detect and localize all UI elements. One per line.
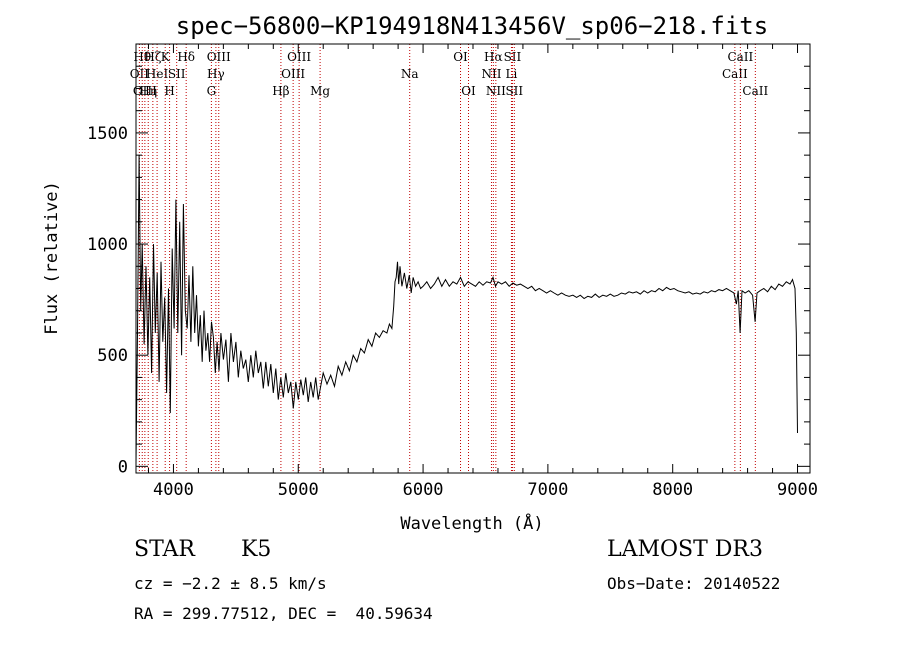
marker-label-17: Na xyxy=(401,67,419,81)
plot-frame xyxy=(135,43,811,474)
marker-label-7: H xyxy=(164,84,174,98)
series-layer xyxy=(135,155,798,465)
marker-label-27: CaII xyxy=(727,50,753,64)
chart-title: spec−56800−KP194918N413456V_sp06−218.fit… xyxy=(176,12,768,40)
marker-label-6: K xyxy=(161,50,171,64)
survey-label: LAMOST DR3 xyxy=(607,537,763,562)
x-tick-label-1: 5000 xyxy=(278,480,319,500)
marker-label-10: G xyxy=(207,84,217,98)
marker-label-16: Mg xyxy=(310,84,330,98)
marker-label-1: Hθ xyxy=(133,50,151,64)
object-class: STAR xyxy=(134,537,195,562)
marker-label-25: SII xyxy=(505,84,523,98)
marker-label-15: OIII xyxy=(287,50,311,64)
x-tick-label-2: 6000 xyxy=(403,480,444,500)
x-tick-label-0: 4000 xyxy=(153,480,194,500)
marker-label-20: NII xyxy=(481,67,501,81)
y-axis-label: Flux (relative) xyxy=(42,181,62,335)
y-tick-label-0: 0 xyxy=(118,457,128,477)
spectrum-line-0 xyxy=(135,155,798,465)
marker-label-3: Hη xyxy=(139,84,157,98)
marker-label-21: Hα xyxy=(484,50,503,64)
marker-label-8: SII xyxy=(168,67,186,81)
marker-label-23: Li xyxy=(506,67,518,81)
y-tick-label-3: 1500 xyxy=(87,124,128,144)
x-tick-label-4: 8000 xyxy=(652,480,693,500)
marker-label-9: Hδ xyxy=(177,50,195,64)
marker-label-19: OI xyxy=(461,84,476,98)
marker-label-4: Hζ xyxy=(144,50,161,64)
y-tick-label-1: 500 xyxy=(97,346,128,366)
y-tick-label-2: 1000 xyxy=(87,235,128,255)
marker-label-11: Hγ xyxy=(207,67,225,81)
axes: 4000 5000 6000 7000 8000 9000 0 500 1000 1500 xyxy=(87,43,818,500)
marker-label-12: OIII xyxy=(207,50,231,64)
x-tick-label-3: 7000 xyxy=(527,480,568,500)
object-subclass: K5 xyxy=(241,537,272,562)
marker-label-24: SII xyxy=(504,50,522,64)
marker-label-22: NII xyxy=(486,84,506,98)
coordinates: RA = 299.77512, DEC = 40.59634 xyxy=(134,604,433,623)
marker-label-5: HeI xyxy=(146,67,169,81)
obs-date: Obs−Date: 20140522 xyxy=(607,574,781,593)
marker-label-14: OIII xyxy=(281,67,305,81)
marker-label-18: OI xyxy=(453,50,468,64)
marker-label-2: OIII xyxy=(133,84,157,98)
marker-label-13: Hβ xyxy=(272,84,289,98)
spectral-line-markers: OIIHθOIIIHηHζHeIKHSIIHδGHγOIIIHβOIIIOIII… xyxy=(130,44,768,473)
marker-label-28: CaII xyxy=(742,84,768,98)
marker-label-26: CaII xyxy=(722,67,748,81)
x-tick-label-5: 9000 xyxy=(777,480,818,500)
redshift-readout: cz = −2.2 ± 8.5 km/s xyxy=(134,574,327,593)
x-axis-label: Wavelength (Å) xyxy=(400,512,543,534)
